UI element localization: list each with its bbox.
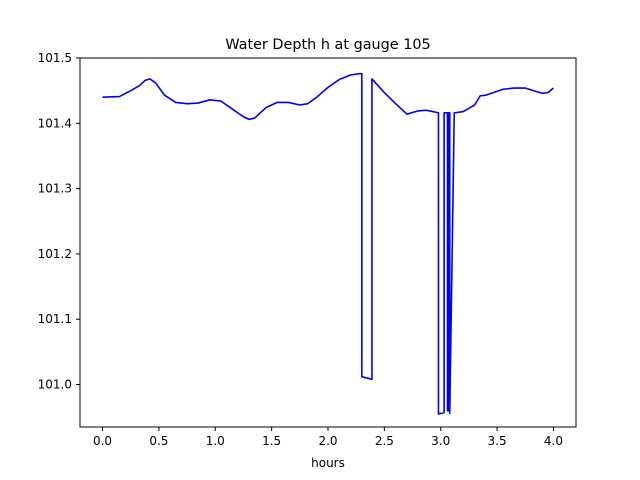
chart-title: Water Depth h at gauge 105 xyxy=(225,37,430,53)
y-tick-label: 101.4 xyxy=(38,116,72,130)
y-tick-label: 101.5 xyxy=(38,51,72,65)
y-tick-label: 101.3 xyxy=(38,182,72,196)
x-tick-label: 1.0 xyxy=(206,434,225,448)
axes-frame xyxy=(79,57,577,428)
x-tick-label: 0.5 xyxy=(149,434,168,448)
plot-area xyxy=(102,72,554,415)
series-line xyxy=(102,72,554,415)
x-tick-label: 2.5 xyxy=(375,434,394,448)
x-tick-label: 2.0 xyxy=(318,434,337,448)
x-tick-label: 3.5 xyxy=(488,434,507,448)
x-axis: 0.0 0.5 1.0 1.5 2.0 2.5 3.0 3.5 4.0 xyxy=(93,427,563,448)
x-tick-label: 3.0 xyxy=(431,434,450,448)
y-tick-label: 101.2 xyxy=(38,247,72,261)
x-tick-label: 4.0 xyxy=(544,434,563,448)
y-tick-label: 101.0 xyxy=(38,378,72,392)
x-axis-label: hours xyxy=(311,456,345,470)
x-tick-label: 0.0 xyxy=(93,434,112,448)
y-axis: 101.0 101.1 101.2 101.3 101.4 101.5 xyxy=(38,51,80,392)
x-tick-label: 1.5 xyxy=(262,434,281,448)
y-tick-label: 101.1 xyxy=(38,312,72,326)
